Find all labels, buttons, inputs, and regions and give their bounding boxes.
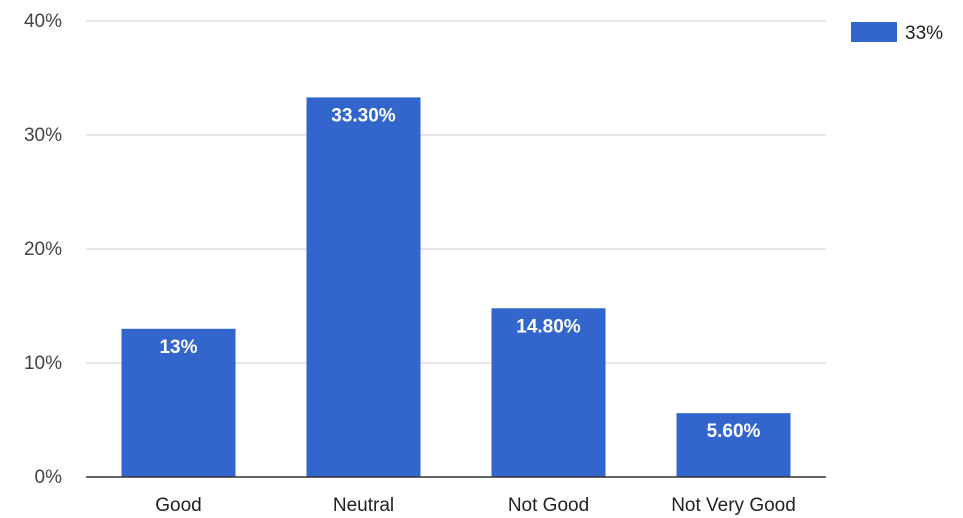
data-labels: 13% 33.30% 14.80% 5.60% — [159, 105, 760, 442]
legend-label: 33% — [905, 23, 943, 44]
gridlines — [86, 20, 826, 364]
y-tick-label: 20% — [24, 239, 62, 260]
x-axis-category-labels: Good Neutral Not Good Not Very Good — [155, 495, 796, 516]
bar-not-good — [491, 308, 606, 477]
category-label: Not Good — [508, 495, 589, 516]
y-tick-label: 30% — [24, 125, 62, 146]
data-label: 5.60% — [707, 421, 761, 442]
bar-good — [121, 328, 236, 477]
bars — [121, 97, 791, 477]
category-label: Good — [155, 495, 201, 516]
y-tick-label: 10% — [24, 353, 62, 374]
data-label: 13% — [159, 337, 197, 358]
bar-not-very-good — [676, 413, 791, 477]
legend-swatch — [851, 22, 897, 42]
data-label: 33.30% — [331, 105, 396, 126]
bar-neutral — [306, 97, 421, 477]
category-label: Neutral — [333, 495, 394, 516]
data-label: 14.80% — [516, 316, 581, 337]
legend: 33% — [851, 22, 943, 44]
y-tick-label: 40% — [24, 11, 62, 32]
y-tick-label: 0% — [35, 467, 63, 488]
y-axis-tick-labels: 0% 10% 20% 30% 40% — [24, 11, 62, 488]
category-label: Not Very Good — [671, 495, 796, 516]
